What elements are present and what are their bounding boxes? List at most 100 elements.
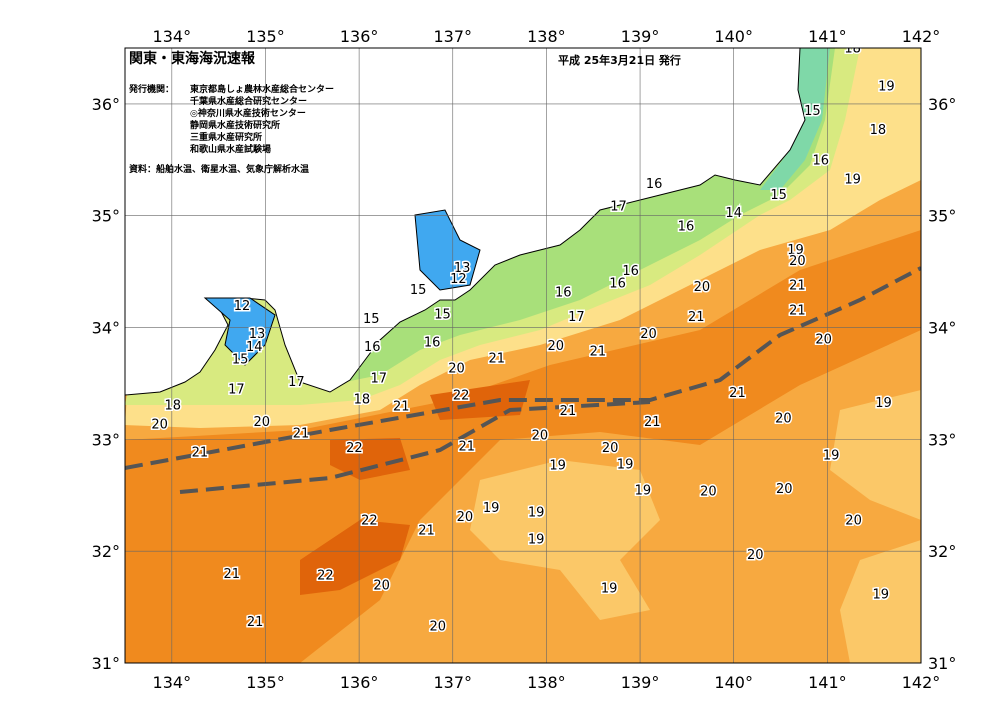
y-tick-label: 34°	[928, 319, 956, 338]
isotherm-label: 15	[434, 308, 451, 323]
sea-19	[830, 390, 921, 520]
isotherm-label: 15	[804, 104, 821, 119]
issuer-label: 発行機関：	[128, 83, 174, 95]
x-tick-label: 137°	[433, 27, 472, 46]
isotherm-label: 16	[609, 276, 626, 291]
x-tick-label: 142°	[902, 673, 941, 692]
isotherm-label: 15	[232, 352, 249, 367]
isotherm-label: 16	[646, 177, 663, 192]
osaka-bay	[203, 297, 276, 366]
grid	[125, 48, 921, 663]
isotherm-label: 16	[555, 285, 572, 300]
isotherm-label: 21	[688, 310, 705, 325]
x-tick-label: 135°	[246, 673, 285, 692]
x-tick-label: 141°	[808, 27, 847, 46]
isotherm-label: 20	[845, 513, 862, 528]
kuroshio-axis	[125, 266, 921, 470]
map-title: 関東・東海海況速報	[129, 50, 256, 67]
isotherm-label: 20	[776, 482, 793, 497]
issuer: 東京都島しょ農林水産総合センター	[190, 83, 334, 95]
sea-19	[470, 460, 660, 620]
coastal-15	[760, 48, 830, 190]
x-tick-label: 139°	[621, 27, 660, 46]
map-frame	[124, 47, 922, 664]
x-tick-label: 134°	[153, 673, 192, 692]
coastal-16	[300, 48, 835, 392]
isotherm-label: 20	[640, 327, 657, 342]
isotherm-label: 16	[622, 264, 639, 279]
isotherm-label: 21	[789, 279, 806, 294]
issuer: 千葉県水産総合研究センター	[190, 95, 307, 107]
isotherm-label: 17	[371, 371, 388, 386]
y-tick-label: 36°	[928, 95, 956, 114]
isotherm-label: 17	[568, 310, 585, 325]
x-tick-label: 141°	[808, 673, 847, 692]
issuer: 三重県水産研究所	[190, 131, 262, 143]
isotherm-label: 20	[602, 441, 619, 456]
isotherm-label: 16	[678, 219, 695, 234]
ise-bay	[414, 209, 481, 291]
isotherm-label: 21	[560, 404, 577, 419]
isotherm-label: 19	[549, 459, 566, 474]
isotherm-label: 21	[192, 445, 209, 460]
isotherm-label: 21	[223, 567, 240, 582]
isotherm-label: 21	[418, 524, 435, 539]
x-tick-label: 137°	[433, 673, 472, 692]
isotherm-label: 13	[249, 327, 266, 342]
isotherm-label: 14	[246, 340, 263, 355]
issue-date: 平成 25年3月21日 発行	[558, 53, 681, 67]
x-tick-label: 139°	[621, 673, 660, 692]
y-tick-label: 31°	[92, 654, 120, 673]
isotherm-label: 20	[789, 254, 806, 269]
isotherm-label: 21	[644, 415, 661, 430]
issuer: ◎神奈川県水産技術センター	[190, 107, 306, 119]
isotherm-label: 18	[844, 42, 861, 57]
isotherm-label: 17	[610, 199, 627, 214]
isotherm-label: 22	[346, 441, 363, 456]
isotherm-label: 15	[410, 283, 427, 298]
isotherm-label: 19	[601, 582, 618, 597]
isotherm-label: 19	[872, 587, 889, 602]
y-tick-label: 32°	[92, 542, 120, 561]
y-tick-label: 33°	[928, 430, 956, 449]
isotherm-label: 16	[424, 336, 441, 351]
isotherm-label: 21	[293, 426, 310, 441]
isotherm-label: 19	[875, 396, 892, 411]
sea-22	[330, 438, 410, 480]
isotherm-label: 12	[234, 299, 251, 314]
x-tick-label: 138°	[527, 673, 566, 692]
y-tick-label: 35°	[928, 207, 956, 226]
issuers: 東京都島しょ農林水産総合センター千葉県水産総合研究センター◎神奈川県水産技術セン…	[189, 83, 334, 155]
isotherm-label: 20	[457, 510, 474, 525]
isotherm-label: 19	[483, 501, 500, 516]
isotherm-label: 20	[548, 339, 565, 354]
isotherm-label: 20	[694, 280, 711, 295]
y-tick-label: 33°	[92, 430, 120, 449]
isotherm-label: 21	[459, 440, 476, 455]
isotherm-label: 21	[590, 345, 607, 360]
issuer: 静岡県水産技術研究所	[190, 119, 280, 131]
x-tick-label: 136°	[340, 673, 379, 692]
isotherm-label: 20	[373, 578, 390, 593]
isotherm-label: 20	[532, 429, 549, 444]
isotherm-label: 20	[815, 332, 832, 347]
isotherm-label: 17	[228, 383, 245, 398]
isotherm-label: 20	[700, 484, 717, 499]
isotherm-label: 22	[317, 568, 334, 583]
isotherm-label: 21	[729, 386, 746, 401]
axis-ticks: 134° 134° 135° 135° 136° 136° 137° 137° 138° 138°…	[92, 27, 957, 692]
x-tick-label: 140°	[714, 673, 753, 692]
isotherm-label: 19	[528, 533, 545, 548]
isotherm-label: 18	[354, 393, 371, 408]
isotherm-label: 19	[528, 506, 545, 521]
x-tick-label: 140°	[714, 27, 753, 46]
isotherm-label: 19	[635, 483, 652, 498]
kuroshio-axis	[179, 400, 651, 494]
isotherm-label: 20	[775, 412, 792, 427]
isotherm-label: 19	[617, 458, 634, 473]
isotherm-label: 16	[364, 340, 381, 355]
y-tick-label: 31°	[928, 654, 956, 673]
x-tick-label: 136°	[340, 27, 379, 46]
isotherm-label: 16	[813, 153, 830, 168]
